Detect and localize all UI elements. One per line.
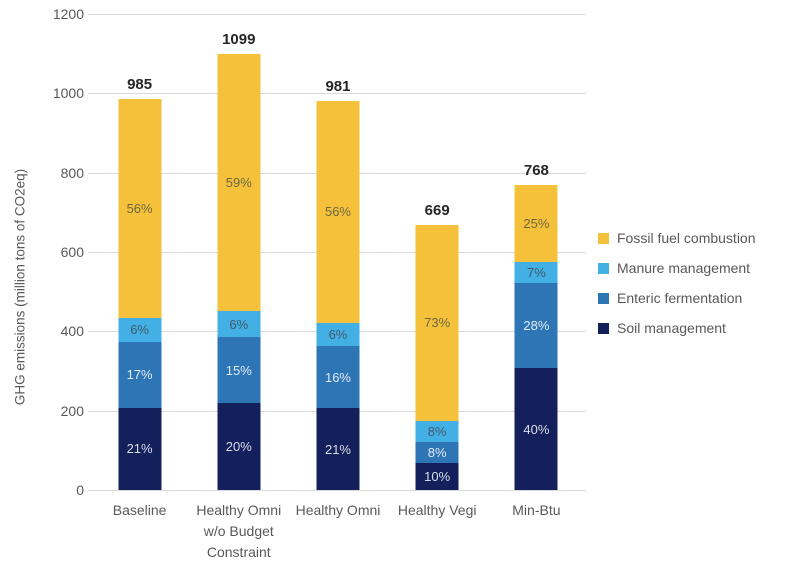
- segment-percent-label: 56%: [324, 204, 351, 220]
- segment-soil-management: 21%: [118, 407, 162, 490]
- gridline: [88, 93, 586, 95]
- segment-fossil-fuel-combustion: 56%: [118, 99, 162, 319]
- segment-soil-management: 40%: [514, 368, 558, 490]
- y-tick-label: 800: [60, 164, 84, 181]
- segment-percent-label: 6%: [328, 326, 348, 342]
- bar-total-label: 669: [424, 201, 450, 219]
- segment-percent-label: 59%: [225, 175, 252, 191]
- segment-enteric-fermentation: 17%: [118, 341, 162, 408]
- legend-item-soil-management: Soil management: [598, 320, 756, 336]
- segment-manure-management: 7%: [514, 261, 558, 283]
- bar-total-label: 768: [523, 162, 549, 180]
- segment-fossil-fuel-combustion: 73%: [415, 224, 459, 421]
- bar-healthy-omni: 59% 6% 15% 20%: [217, 54, 261, 490]
- bar-slot-healthy-vegi: 73% 8% 8% 10% 669: [388, 14, 487, 490]
- segment-manure-management: 6%: [217, 311, 261, 338]
- legend-label: Fossil fuel combustion: [617, 230, 756, 246]
- segment-percent-label: 28%: [523, 317, 550, 333]
- gridline: [88, 490, 586, 491]
- segment-percent-label: 21%: [126, 441, 153, 457]
- legend-swatch-fossil-fuel-combustion: [598, 232, 609, 244]
- segment-manure-management: 8%: [415, 421, 459, 443]
- segment-fossil-fuel-combustion: 25%: [514, 185, 558, 262]
- bar-healthy-vegi: 73% 8% 8% 10%: [415, 224, 459, 490]
- x-category-label: Min-Btu: [512, 502, 561, 518]
- y-tick-label: 600: [60, 244, 84, 260]
- y-tick-label: 400: [60, 323, 84, 340]
- legend-swatch-manure-management: [598, 262, 609, 274]
- x-category-label: Healthy Vegi: [397, 502, 477, 518]
- legend-label: Enteric fermentation: [617, 290, 743, 306]
- legend-item-fossil-fuel-combustion: Fossil fuel combustion: [598, 230, 756, 246]
- segment-manure-management: 6%: [316, 322, 360, 347]
- legend-label: Manure management: [617, 260, 751, 276]
- x-category-label: Healthy Omni: [295, 502, 381, 518]
- y-axis-title: GHG emissions (million tons of CO2eq): [12, 168, 28, 406]
- legend: Fossil fuel combustion Manure management E…: [598, 230, 756, 351]
- segment-percent-label: 17%: [126, 367, 153, 383]
- segment-enteric-fermentation: 16%: [316, 346, 360, 409]
- segment-percent-label: 6%: [130, 322, 149, 338]
- gridline: [88, 14, 586, 15]
- segment-percent-label: 6%: [229, 316, 249, 332]
- segment-percent-label: 15%: [225, 362, 252, 378]
- bar-min-btu: 25% 7% 28% 40%: [514, 185, 558, 490]
- segment-percent-label: 10%: [424, 469, 451, 485]
- segment-percent-label: 56%: [126, 201, 153, 217]
- legend-swatch-soil-management: [598, 322, 609, 334]
- bar-total-label: 981: [325, 77, 351, 95]
- y-tick-label: 200: [60, 402, 84, 419]
- segment-soil-management: 10%: [415, 463, 459, 490]
- segment-percent-label: 7%: [526, 264, 546, 280]
- x-category-label: Healthy Omni w/o Budget Constraint: [196, 502, 282, 560]
- bar-slot-healthy-omni: 59% 6% 15% 20% 1099: [189, 14, 288, 490]
- y-tick-label: 1200: [52, 6, 84, 22]
- plot-area: 56% 6% 17% 21% 985 59% 6% 15% 20% 1099 56% 6% 16% 21%…: [88, 14, 586, 491]
- segment-enteric-fermentation: 8%: [415, 442, 459, 464]
- segment-percent-label: 21%: [324, 441, 351, 457]
- segment-enteric-fermentation: 15%: [217, 337, 261, 403]
- segment-percent-label: 8%: [427, 424, 447, 440]
- segment-percent-label: 16%: [324, 369, 351, 385]
- segment-fossil-fuel-combustion: 56%: [316, 100, 360, 323]
- segment-percent-label: 40%: [523, 421, 550, 437]
- legend-item-manure-management: Manure management: [598, 260, 756, 276]
- segment-percent-label: 20%: [225, 438, 252, 454]
- segment-enteric-fermentation: 28%: [514, 282, 558, 369]
- segment-soil-management: 21%: [316, 408, 360, 490]
- segment-soil-management: 20%: [217, 402, 261, 490]
- bar-slot-healthy-omni: 56% 6% 16% 21% 981: [288, 14, 387, 490]
- legend-item-enteric-fermentation: Enteric fermentation: [598, 290, 756, 306]
- bar-baseline: 56% 6% 17% 21%: [118, 99, 162, 490]
- segment-manure-management: 6%: [118, 318, 162, 342]
- segment-percent-label: 8%: [427, 445, 447, 461]
- y-tick-label: 0: [76, 482, 84, 498]
- bar-total-label: 985: [127, 76, 153, 94]
- segment-fossil-fuel-combustion: 59%: [217, 54, 261, 312]
- bar-total-label: 1099: [222, 31, 256, 49]
- x-category-label: Baseline: [112, 502, 167, 518]
- legend-label: Soil management: [617, 320, 726, 336]
- segment-percent-label: 25%: [523, 215, 550, 231]
- legend-swatch-enteric-fermentation: [598, 292, 609, 304]
- bar-slot-baseline: 56% 6% 17% 21% 985: [90, 14, 189, 490]
- bar-healthy-omni: 56% 6% 16% 21%: [316, 100, 360, 490]
- bar-slot-min-btu: 25% 7% 28% 40% 768: [487, 14, 586, 490]
- y-tick-label: 1000: [52, 85, 84, 102]
- segment-percent-label: 73%: [424, 315, 451, 331]
